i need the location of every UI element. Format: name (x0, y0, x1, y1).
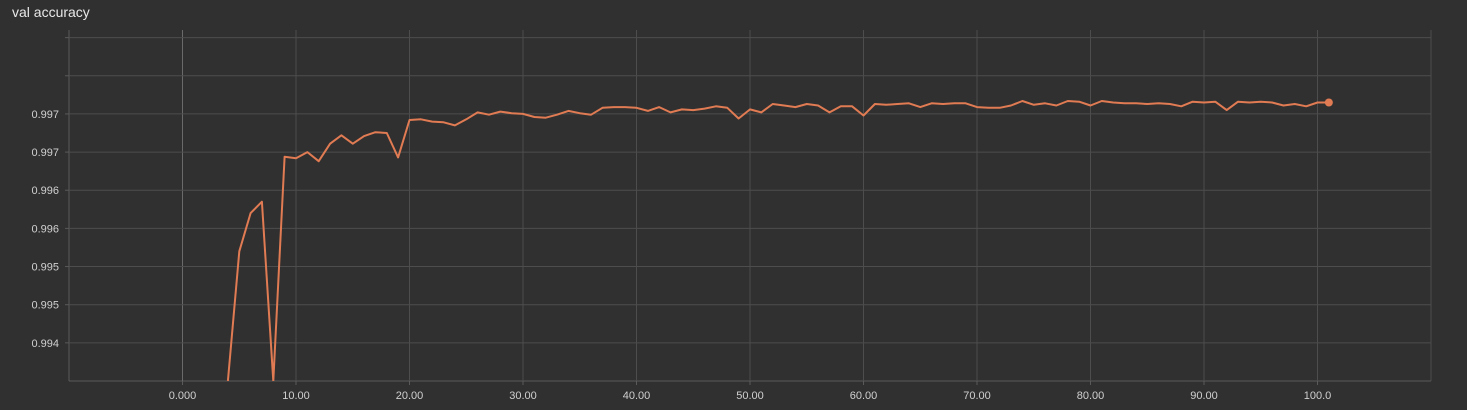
x-tick-label: 20.00 (396, 390, 424, 402)
series-line (226, 100, 1329, 381)
x-tick-label: 40.00 (623, 390, 651, 402)
y-tick-label: 0.996 (31, 223, 59, 235)
y-tick-label: 0.995 (31, 262, 59, 274)
x-tick-label: 100.0 (1304, 390, 1332, 402)
series-layer (226, 98, 1333, 381)
x-tick-label: 50.00 (736, 390, 764, 402)
x-tick-label: 0.000 (169, 390, 197, 402)
y-tick-label: 0.995 (31, 300, 59, 312)
x-tick-label: 80.00 (1077, 390, 1105, 402)
x-tick-label: 90.00 (1190, 390, 1218, 402)
chart-title: val accuracy (12, 4, 90, 20)
y-tick-label: 0.997 (31, 109, 59, 121)
tick-labels: 0.000 10.00 20.00 30.00 40.00 50.00 60.00 70.00… (31, 109, 1331, 402)
y-tick-label: 0.994 (31, 338, 59, 350)
grid-lines (65, 30, 1432, 385)
x-tick-label: 10.00 (282, 390, 310, 402)
x-tick-label: 70.00 (963, 390, 991, 402)
x-tick-label: 60.00 (850, 390, 878, 402)
x-tick-label: 30.00 (509, 390, 537, 402)
y-tick-label: 0.996 (31, 185, 59, 197)
last-point-marker (1324, 98, 1333, 107)
y-tick-label: 0.997 (31, 147, 59, 159)
